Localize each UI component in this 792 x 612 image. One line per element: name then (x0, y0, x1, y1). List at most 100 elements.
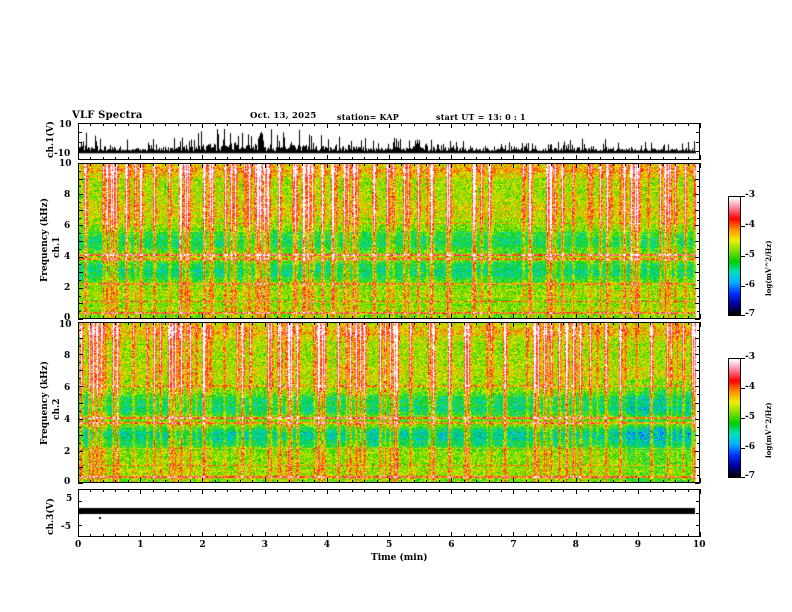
axis-tick (202, 155, 203, 160)
axis-tick (178, 157, 179, 160)
axis-tick (675, 157, 676, 160)
axis-tick (697, 330, 700, 331)
ch2-spectrogram-ylabel: Frequency (kHz) (40, 361, 50, 445)
axis-tick (265, 532, 266, 537)
axis-tick (650, 163, 651, 166)
axis-tick (227, 123, 228, 126)
ch3-ytick-5: 5 (66, 494, 73, 504)
axis-tick (389, 478, 390, 483)
axis-tick (314, 163, 315, 166)
axis-tick (697, 427, 700, 428)
axis-tick (697, 171, 700, 172)
axis-tick (489, 316, 490, 319)
axis-tick (675, 322, 676, 325)
axis-tick (638, 123, 639, 128)
axis-tick (364, 163, 365, 166)
axis-tick (414, 123, 415, 126)
axis-tick (464, 316, 465, 319)
axis-tick (90, 316, 91, 319)
x-tick-8: 8 (572, 540, 579, 550)
axis-tick (451, 478, 452, 483)
axis-tick (327, 123, 328, 128)
axis-tick (526, 480, 527, 483)
axis-tick (165, 322, 166, 325)
axis-tick (352, 534, 353, 537)
axis-tick (563, 163, 564, 166)
axis-tick (153, 489, 154, 492)
station-label: station= KAP (337, 112, 400, 122)
axis-tick (576, 163, 577, 168)
axis-tick (364, 322, 365, 325)
axis-tick (252, 316, 253, 319)
ch2-spec-ytick-10: 10 (59, 320, 72, 330)
axis-tick (489, 157, 490, 160)
axis-tick (277, 534, 278, 537)
ch1-cbtick-7: -7 (745, 309, 755, 319)
axis-tick (414, 534, 415, 537)
axis-tick (700, 489, 701, 494)
axis-tick (227, 157, 228, 160)
axis-tick (613, 157, 614, 160)
axis-tick (103, 123, 104, 126)
axis-tick (741, 315, 745, 316)
axis-tick (215, 123, 216, 126)
axis-tick (563, 322, 564, 325)
axis-tick (78, 411, 81, 412)
axis-tick (513, 163, 514, 168)
axis-tick (697, 218, 700, 219)
axis-tick (314, 534, 315, 537)
axis-tick (563, 123, 564, 126)
axis-tick (289, 480, 290, 483)
axis-tick (625, 534, 626, 537)
axis-tick (90, 322, 91, 325)
axis-tick (78, 322, 79, 327)
axis-tick (695, 210, 700, 211)
axis-tick (202, 489, 203, 494)
axis-tick (700, 123, 701, 128)
axis-tick (78, 163, 79, 168)
axis-tick (741, 388, 745, 389)
axis-tick (695, 354, 700, 355)
axis-tick (128, 322, 129, 325)
axis-tick (695, 338, 700, 339)
axis-tick (501, 163, 502, 166)
axis-tick (78, 322, 83, 323)
axis-tick (551, 480, 552, 483)
axis-tick (426, 322, 427, 325)
axis-tick (526, 163, 527, 166)
axis-tick (364, 157, 365, 160)
axis-tick (538, 157, 539, 160)
axis-tick (551, 322, 552, 325)
axis-tick (513, 478, 514, 483)
ch1-spec-ytick-4: 4 (64, 252, 71, 262)
axis-tick (600, 123, 601, 126)
axis-tick (78, 303, 83, 304)
axis-tick (426, 489, 427, 492)
axis-tick (202, 163, 203, 168)
axis-tick (240, 489, 241, 492)
axis-tick (327, 314, 328, 319)
axis-tick (675, 123, 676, 126)
axis-tick (78, 210, 83, 211)
axis-tick (695, 194, 700, 195)
axis-tick (227, 322, 228, 325)
axis-tick (401, 534, 402, 537)
ch2-colorbar-label: log(mV^2/Hz) (764, 402, 773, 458)
axis-tick (675, 480, 676, 483)
axis-tick (695, 319, 700, 320)
axis-tick (165, 123, 166, 126)
axis-tick (538, 316, 539, 319)
axis-tick (190, 489, 191, 492)
axis-tick (741, 286, 745, 287)
axis-tick (314, 123, 315, 126)
axis-tick (202, 123, 203, 128)
axis-tick (688, 480, 689, 483)
axis-tick (140, 322, 141, 327)
axis-tick (389, 123, 390, 128)
axis-tick (153, 480, 154, 483)
ch2-cbtick-6: -6 (745, 442, 755, 452)
axis-tick (588, 157, 589, 160)
axis-tick (695, 241, 700, 242)
axis-tick (688, 157, 689, 160)
axis-tick (339, 163, 340, 166)
